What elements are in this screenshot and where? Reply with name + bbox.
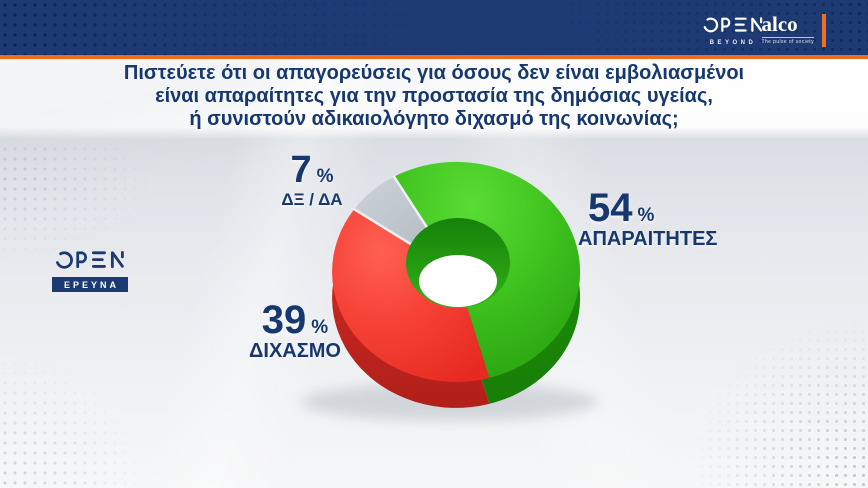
ereyna-badge: ΕΡΕΥΝΑ: [52, 277, 128, 292]
percent-sign: %: [637, 205, 655, 226]
open-logo-icon: [56, 251, 124, 269]
poll-question: Πιστεύετε ότι οι απαγορεύσεις για όσους …: [0, 62, 868, 131]
open-beyond-logo: BEYOND: [702, 16, 764, 46]
alco-logo: alco The pulse of society: [761, 12, 814, 45]
open-tagline: BEYOND: [709, 40, 757, 46]
category-aparaitites: ΑΠΑΡΑΙΤΗΤΕΣ: [578, 228, 718, 250]
poll-question-line3: ή συνιστούν αδικαιολόγητο διχασμό της κο…: [189, 108, 679, 130]
open-logo-icon: [703, 17, 763, 33]
open-ereyna-logo: ΕΡΕΥΝΑ: [52, 250, 128, 292]
value-dxda: 7: [290, 149, 312, 191]
halftone-pattern: [688, 318, 868, 488]
poll-question-line2: είναι απαραίτητες για την προστασία της …: [155, 85, 713, 107]
halftone-pattern: [0, 348, 150, 488]
label-dxda: 7 % ΔΞ / ΔΑ: [252, 149, 372, 211]
orange-divider: [0, 55, 868, 59]
alco-tagline: The pulse of society: [761, 37, 814, 45]
top-bar: BEYOND alco The pulse of society: [0, 0, 868, 55]
label-dixasmo: 39 % ΔΙΧΑΣΜΟ: [240, 298, 350, 362]
label-aparaitites: 54 % ΑΠΑΡΑΙΤΗΤΕΣ: [578, 186, 748, 250]
percent-sign: %: [316, 166, 334, 187]
halftone-pattern: [0, 144, 160, 264]
value-aparaitites: 54: [588, 186, 633, 230]
poll-question-line1: Πιστεύετε ότι οι απαγορεύσεις για όσους …: [123, 62, 745, 84]
category-dxda: ΔΞ / ΔΑ: [281, 190, 343, 209]
value-dixasmo: 39: [261, 298, 307, 342]
alco-wordmark: alco: [761, 12, 798, 36]
category-dixasmo: ΔΙΧΑΣΜΟ: [249, 340, 341, 362]
orange-accent-bar: [822, 14, 826, 47]
percent-sign: %: [311, 317, 329, 338]
